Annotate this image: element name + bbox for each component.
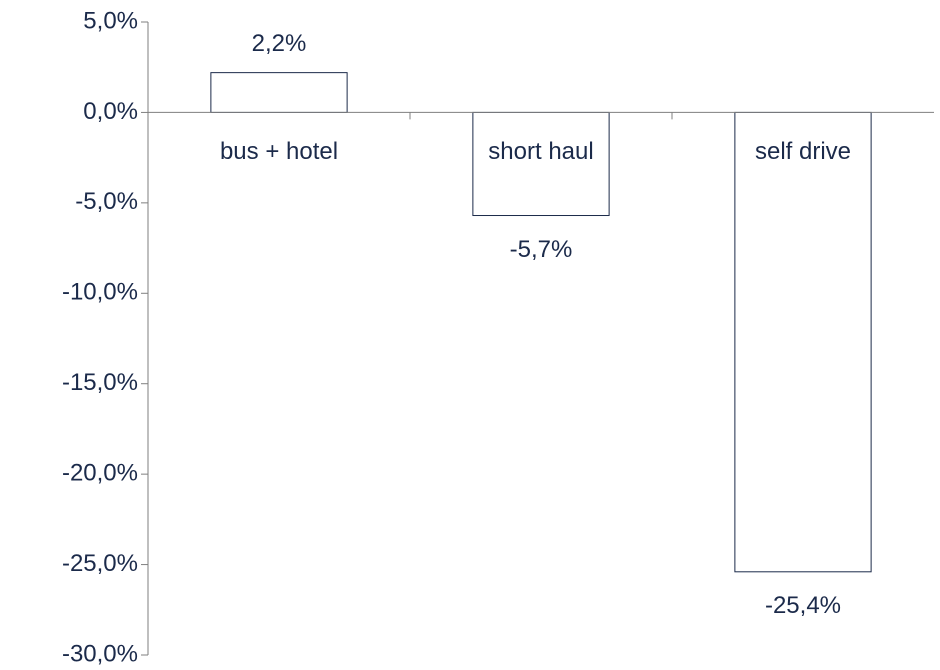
bar (472, 111, 610, 217)
y-tick-label: -20,0% (62, 459, 138, 486)
bar (734, 111, 872, 573)
y-tick-label: 0,0% (83, 98, 138, 125)
x-tick-label: bus + hotel (220, 138, 338, 165)
y-tick-label: -15,0% (62, 369, 138, 396)
x-tick-label: short haul (488, 138, 593, 165)
bar (210, 72, 348, 113)
value-label: -25,4% (765, 592, 841, 619)
x-tick-label: self drive (755, 138, 851, 165)
value-label: -5,7% (510, 236, 573, 263)
y-tick-label: -25,0% (62, 550, 138, 577)
y-tick-label: -10,0% (62, 279, 138, 306)
value-label: 2,2% (252, 30, 307, 57)
y-tick-label: 5,0% (83, 7, 138, 34)
y-tick-label: -5,0% (75, 188, 138, 215)
y-tick-label: -30,0% (62, 640, 138, 667)
